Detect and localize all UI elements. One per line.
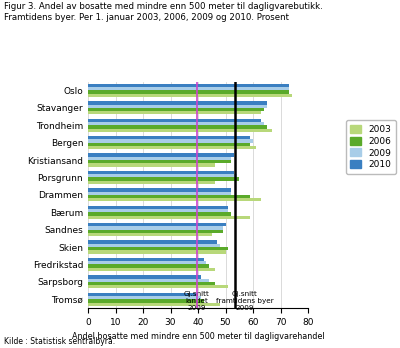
- Bar: [88, 278, 209, 282]
- Bar: [88, 146, 256, 149]
- Bar: [88, 198, 261, 201]
- Bar: [88, 122, 264, 125]
- Bar: [88, 302, 220, 306]
- Bar: [88, 90, 289, 94]
- Bar: [88, 104, 267, 108]
- Bar: [88, 84, 289, 87]
- Bar: [88, 212, 231, 215]
- Bar: [88, 157, 231, 160]
- Bar: [88, 174, 236, 177]
- Bar: [88, 230, 223, 233]
- Bar: [88, 181, 214, 184]
- Bar: [88, 244, 220, 247]
- Bar: [88, 108, 264, 111]
- Bar: [88, 299, 204, 302]
- Bar: [88, 240, 217, 244]
- Bar: [88, 206, 228, 209]
- Bar: [88, 261, 206, 264]
- Bar: [88, 215, 250, 219]
- Bar: [88, 191, 231, 195]
- Bar: [88, 282, 214, 285]
- Bar: [88, 285, 228, 288]
- Text: Gj.snitt
framtidens byer
2009: Gj.snitt framtidens byer 2009: [216, 291, 274, 311]
- Bar: [88, 139, 253, 143]
- Bar: [88, 153, 234, 157]
- Bar: [88, 143, 250, 146]
- Bar: [88, 258, 204, 261]
- Bar: [88, 136, 250, 139]
- Bar: [88, 209, 228, 212]
- Bar: [88, 226, 223, 230]
- Legend: 2003, 2006, 2009, 2010: 2003, 2006, 2009, 2010: [346, 120, 396, 174]
- Bar: [88, 296, 201, 299]
- Bar: [88, 128, 272, 132]
- Bar: [88, 275, 201, 278]
- Bar: [88, 177, 239, 181]
- Bar: [88, 195, 250, 198]
- Bar: [88, 293, 198, 296]
- Bar: [88, 264, 209, 268]
- Bar: [88, 119, 261, 122]
- Bar: [88, 223, 226, 226]
- Bar: [88, 160, 231, 163]
- Bar: [88, 163, 214, 167]
- Bar: [88, 111, 261, 114]
- Bar: [88, 247, 228, 251]
- Bar: [88, 171, 234, 174]
- Text: Framtidens byer. Per 1. januar 2003, 2006, 2009 og 2010. Prosent: Framtidens byer. Per 1. januar 2003, 200…: [4, 13, 289, 22]
- Text: Kilde : Statistisk sentralbyrå.: Kilde : Statistisk sentralbyrå.: [4, 337, 115, 346]
- Text: Figur 3. Andel av bosatte med mindre enn 500 meter til dagligvarebutikk.: Figur 3. Andel av bosatte med mindre enn…: [4, 2, 323, 11]
- Bar: [88, 94, 292, 97]
- Bar: [88, 188, 231, 191]
- Bar: [88, 87, 289, 90]
- Text: Gj.snitt
landet
2009: Gj.snitt landet 2009: [184, 291, 210, 311]
- Bar: [88, 101, 267, 104]
- Bar: [88, 268, 214, 271]
- Bar: [88, 233, 212, 236]
- Bar: [88, 125, 267, 128]
- X-axis label: Andel bosatte med mindre enn 500 meter til dagligvarehandel: Andel bosatte med mindre enn 500 meter t…: [72, 332, 324, 341]
- Bar: [88, 250, 226, 254]
